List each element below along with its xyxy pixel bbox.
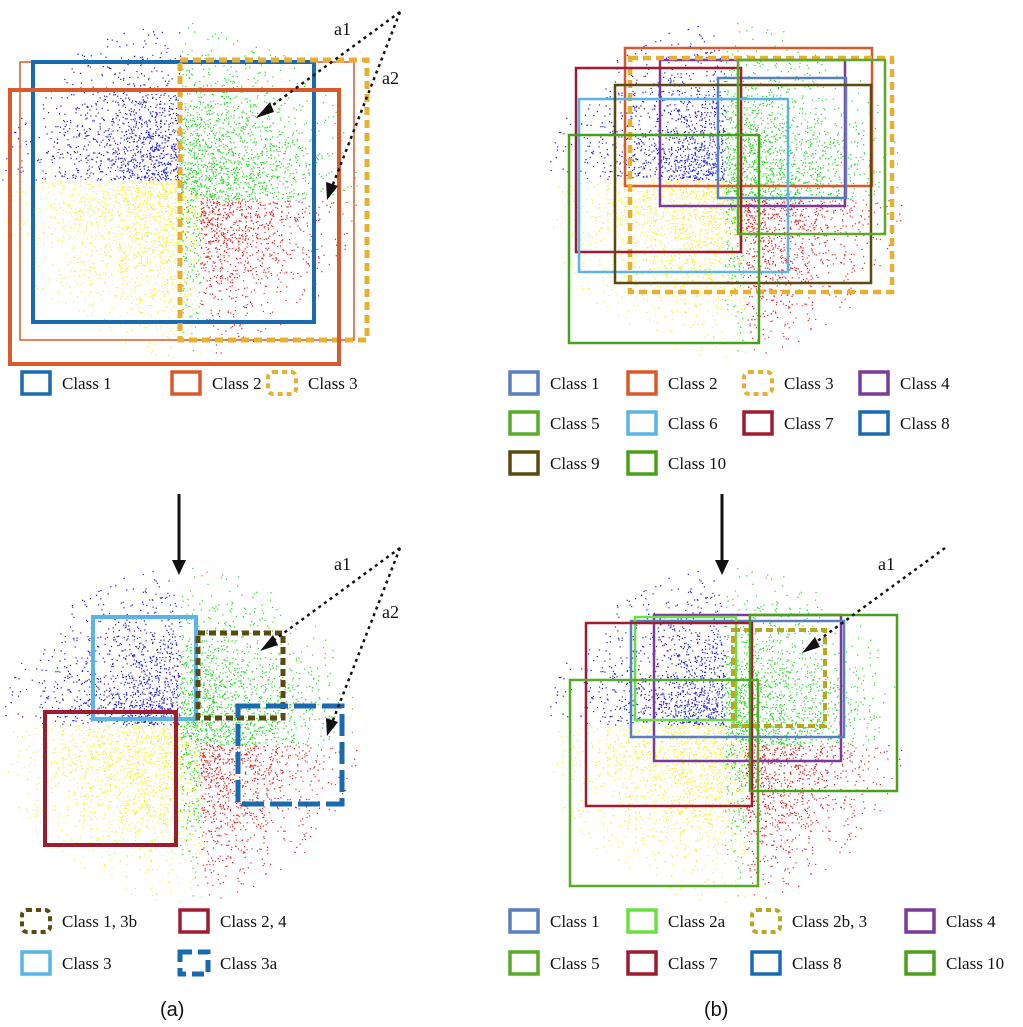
legend-b-top-6: Class 6 <box>668 414 718 433</box>
panel-a-top: a1 a2 Class 1 Class 2 Class 3 <box>8 10 402 396</box>
scatter-cloud-4 <box>550 568 903 903</box>
box-a-bot-class24 <box>43 710 178 847</box>
legend-a-bot-2: Class 2, 4 <box>220 912 287 931</box>
legend-b-bottom: Class 1 Class 2a Class 2b, 3 Class 4 Cla… <box>508 908 1004 976</box>
box-b-top-class9 <box>613 83 873 285</box>
box-b-top-class10 <box>567 133 761 345</box>
box-b-top-class1 <box>716 76 848 200</box>
caption-a: (a) <box>160 999 184 1021</box>
legend-a-top-1: Class 1 <box>62 374 112 393</box>
box-b-top-class5 <box>736 58 887 236</box>
caption-b: (b) <box>704 999 728 1021</box>
panel-b-top: Class 1 Class 2 Class 3 Class 4 Class 5 … <box>508 46 950 476</box>
legend-b-bot-7: Class 8 <box>792 954 842 973</box>
legend-b-bot-2: Class 2a <box>668 912 726 931</box>
legend-b-top-7: Class 7 <box>784 414 834 433</box>
box-b-bot-class2a <box>633 615 738 722</box>
legend-b-top-3: Class 3 <box>784 374 834 393</box>
legend-a-bot-4: Class 3a <box>220 954 278 973</box>
label-a2-top: a2 <box>382 68 399 88</box>
legend-a-bot-1: Class 1, 3b <box>62 912 137 931</box>
down-arrow-b-head <box>715 560 729 575</box>
legend-b-bot-4: Class 4 <box>946 912 996 931</box>
down-arrow-a-head <box>172 560 186 575</box>
legend-b-top-9: Class 9 <box>550 454 600 473</box>
legend-b-bot-8: Class 10 <box>946 954 1004 973</box>
box-b-bot-class7 <box>584 621 754 808</box>
legend-b-bot-3: Class 2b, 3 <box>792 912 867 931</box>
legend-b-top: Class 1 Class 2 Class 3 Class 4 Class 5 … <box>508 370 950 476</box>
box-b-bot-class4 <box>652 613 843 763</box>
box-b-bot-class5 <box>568 678 760 888</box>
arrowhead-a1-b-bottom <box>802 637 820 653</box>
box-a-top-class3 <box>177 57 370 343</box>
legend-b-bot-1: Class 1 <box>550 912 600 931</box>
legend-b-top-8: Class 8 <box>900 414 950 433</box>
legend-b-top-10: Class 10 <box>668 454 726 473</box>
arrow-a1-top <box>261 10 401 115</box>
arrow-a1-b-bottom <box>807 546 946 650</box>
legend-b-bot-5: Class 5 <box>550 954 600 973</box>
legend-a-top-3: Class 3 <box>308 374 358 393</box>
legend-a-bot-3: Class 3 <box>62 954 112 973</box>
box-b-top-class6 <box>577 97 790 274</box>
box-b-bot-class2b3 <box>731 628 827 728</box>
legend-b-top-1: Class 1 <box>550 374 600 393</box>
box-a-bot-class3a <box>235 703 345 807</box>
label-a1-b-bottom: a1 <box>878 554 895 574</box>
panel-b-bottom: a1 Class 1 Class 2a Class 2b, 3 Class 4 … <box>508 546 1004 1021</box>
arrowhead-a1-bottom <box>260 635 278 651</box>
box-b-bot-class10 <box>748 613 899 793</box>
label-a1-top: a1 <box>334 19 351 39</box>
arrowhead-a2-top <box>326 182 338 200</box>
legend-a-bottom: Class 1, 3b Class 2, 4 Class 3 Class 3a <box>20 908 287 977</box>
panel-a-bottom: a1 a2 Class 1, 3b Class 2, 4 Class 3 Cla… <box>20 546 402 1021</box>
box-a-top-class1 <box>31 60 316 324</box>
legend-b-bot-6: Class 7 <box>668 954 718 973</box>
legend-b-top-5: Class 5 <box>550 414 600 433</box>
scatter-cloud-2 <box>550 23 903 358</box>
legend-b-top-4: Class 4 <box>900 374 950 393</box>
legend-a-top: Class 1 Class 2 Class 3 <box>20 370 358 396</box>
legend-b-top-2: Class 2 <box>668 374 718 393</box>
legend-a-top-2: Class 2 <box>212 374 262 393</box>
box-a-top-class2 <box>8 88 341 366</box>
scatter-cloud-1 <box>2 23 358 359</box>
arrow-a1-bottom <box>265 546 401 648</box>
transition-arrows <box>172 494 729 575</box>
box-a-bot-class3 <box>91 615 198 721</box>
scatter-cloud-3 <box>5 568 358 903</box>
box-b-top-class3 <box>627 55 895 295</box>
label-a2-bottom: a2 <box>382 602 399 622</box>
box-b-top-class7 <box>574 66 743 254</box>
label-a1-bottom: a1 <box>334 554 351 574</box>
scatter-clouds <box>2 23 903 903</box>
arrowhead-a2-bottom <box>326 718 338 736</box>
arrowhead-a1-top <box>256 102 274 118</box>
